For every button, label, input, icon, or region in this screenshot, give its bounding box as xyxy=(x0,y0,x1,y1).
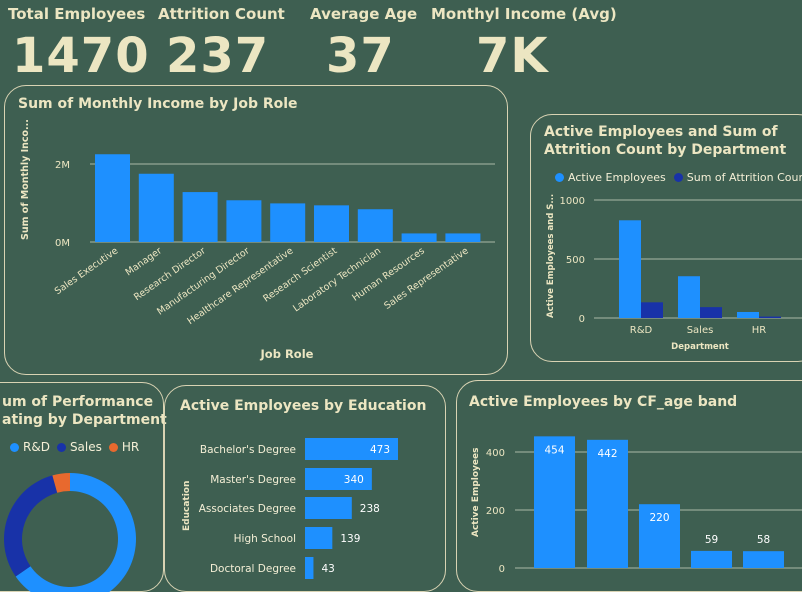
job-role-y-axis-label: Sum of Monthly Inco... xyxy=(20,119,31,240)
department-bar-active[interactable] xyxy=(678,276,700,318)
age-band-value-label: 59 xyxy=(705,534,718,546)
job-role-bar[interactable] xyxy=(445,233,481,242)
age-band-chart: Active Employees 400 200 0 454 442 220 59 58 xyxy=(471,436,802,575)
legend-dot-attrition xyxy=(673,173,683,182)
legend-label-attrition: Sum of Attrition Count xyxy=(686,171,802,184)
performance-slice[interactable] xyxy=(3,475,58,577)
department-bar-attrition[interactable] xyxy=(700,307,722,318)
legend-dot-rnd xyxy=(10,442,19,452)
age-band-chart-title: Active Employees by CF_age band xyxy=(469,394,738,410)
age-band-bar[interactable] xyxy=(743,551,784,568)
department-category-label: R&D xyxy=(630,325,653,336)
age-band-value-label: 58 xyxy=(757,534,770,546)
kpi-label-monthly-income: Monthyl Income (Avg) xyxy=(431,5,617,23)
education-bar[interactable] xyxy=(305,527,333,549)
kpi-label-attrition-count: Attrition Count xyxy=(158,5,285,23)
age-band-bar[interactable] xyxy=(587,439,628,568)
education-bar[interactable] xyxy=(305,557,314,579)
department-ytick: 0 xyxy=(579,314,585,325)
education-category-label: Master's Degree xyxy=(210,474,296,486)
department-bar-active[interactable] xyxy=(737,311,759,318)
age-band-y-axis-label: Active Employees xyxy=(471,448,481,537)
job-role-bar[interactable] xyxy=(270,203,306,242)
department-y-axis-label: Active Employees and S... xyxy=(546,194,556,318)
legend-dot-sales xyxy=(56,442,66,452)
performance-legend: R&D Sales HR xyxy=(10,440,139,454)
job-role-bar[interactable] xyxy=(314,205,349,242)
department-x-axis-label: Department xyxy=(671,342,729,352)
age-band-ytick: 400 xyxy=(486,448,505,459)
age-band-bar[interactable] xyxy=(534,436,575,568)
department-ytick: 500 xyxy=(566,255,585,266)
legend-label-hr: HR xyxy=(121,440,140,454)
job-role-chart-title: Sum of Monthly Income by Job Role xyxy=(18,96,298,112)
job-role-x-axis-label: Job Role xyxy=(260,347,314,361)
department-ytick: 1000 xyxy=(560,196,585,207)
age-band-value-label: 220 xyxy=(649,512,669,524)
job-role-chart-card[interactable] xyxy=(4,85,508,375)
department-bar-attrition[interactable] xyxy=(759,316,781,318)
job-role-bar[interactable] xyxy=(138,173,174,242)
job-role-bar[interactable] xyxy=(401,233,437,242)
education-value-label: 473 xyxy=(370,444,390,456)
performance-donut-chart xyxy=(3,473,136,592)
kpi-value-total-employees: 1470 xyxy=(12,28,150,84)
legend-dot-active xyxy=(555,173,564,182)
education-value-label: 139 xyxy=(340,533,360,545)
department-chart-title-line1: Active Employees and Sum of xyxy=(544,124,778,140)
job-role-bar[interactable] xyxy=(226,200,262,242)
age-band-bar[interactable] xyxy=(639,504,680,568)
kpi-label-average-age: Average Age xyxy=(310,5,418,23)
education-category-label: High School xyxy=(234,533,296,545)
kpi-value-monthly-income: 7K xyxy=(476,28,549,84)
education-bar[interactable] xyxy=(305,468,372,490)
performance-slice[interactable] xyxy=(15,473,136,592)
legend-label-sales: Sales xyxy=(69,440,102,454)
job-role-bar[interactable] xyxy=(357,209,393,242)
department-category-label: Sales xyxy=(687,325,714,336)
kpi-label-total-employees: Total Employees xyxy=(8,5,146,23)
department-chart-title-line2: Attrition Count by Department xyxy=(544,142,787,158)
department-bar-attrition[interactable] xyxy=(641,302,663,318)
department-chart: Active Employees and S... 1000 500 0 R&D Sa… xyxy=(546,194,802,352)
performance-chart-title-line1: um of Performance xyxy=(2,394,154,410)
education-value-label: 238 xyxy=(360,503,380,515)
performance-chart-title-line2: ating by Department xyxy=(2,412,167,428)
job-role-ytick: 0M xyxy=(55,238,70,249)
education-category-label: Associates Degree xyxy=(199,503,296,515)
kpi-value-attrition-count: 237 xyxy=(166,28,270,84)
legend-label-active: Active Employees xyxy=(568,171,666,184)
job-role-bar[interactable] xyxy=(182,192,218,242)
legend-label-rnd: R&D xyxy=(23,440,50,454)
age-band-value-label: 454 xyxy=(544,444,564,456)
kpi-value-average-age: 37 xyxy=(326,28,395,84)
department-legend: Active Employees Sum of Attrition Count xyxy=(555,171,802,184)
age-band-ytick: 0 xyxy=(499,564,505,575)
education-bar[interactable] xyxy=(305,497,352,519)
education-bar[interactable] xyxy=(305,438,398,460)
job-role-ytick: 2M xyxy=(55,160,70,171)
education-value-label: 340 xyxy=(344,474,364,486)
department-category-label: HR xyxy=(752,325,767,336)
legend-dot-hr xyxy=(108,442,118,452)
education-chart-title: Active Employees by Education xyxy=(180,398,427,414)
department-bar-active[interactable] xyxy=(619,220,641,318)
education-category-label: Bachelor's Degree xyxy=(200,444,296,456)
education-y-axis-label: Education xyxy=(182,481,192,531)
performance-slice[interactable] xyxy=(52,473,70,493)
age-band-ytick: 200 xyxy=(486,506,505,517)
department-chart-card[interactable] xyxy=(530,114,802,362)
age-band-value-label: 442 xyxy=(597,448,617,460)
age-band-bar[interactable] xyxy=(691,550,732,568)
job-role-bar[interactable] xyxy=(95,154,130,242)
